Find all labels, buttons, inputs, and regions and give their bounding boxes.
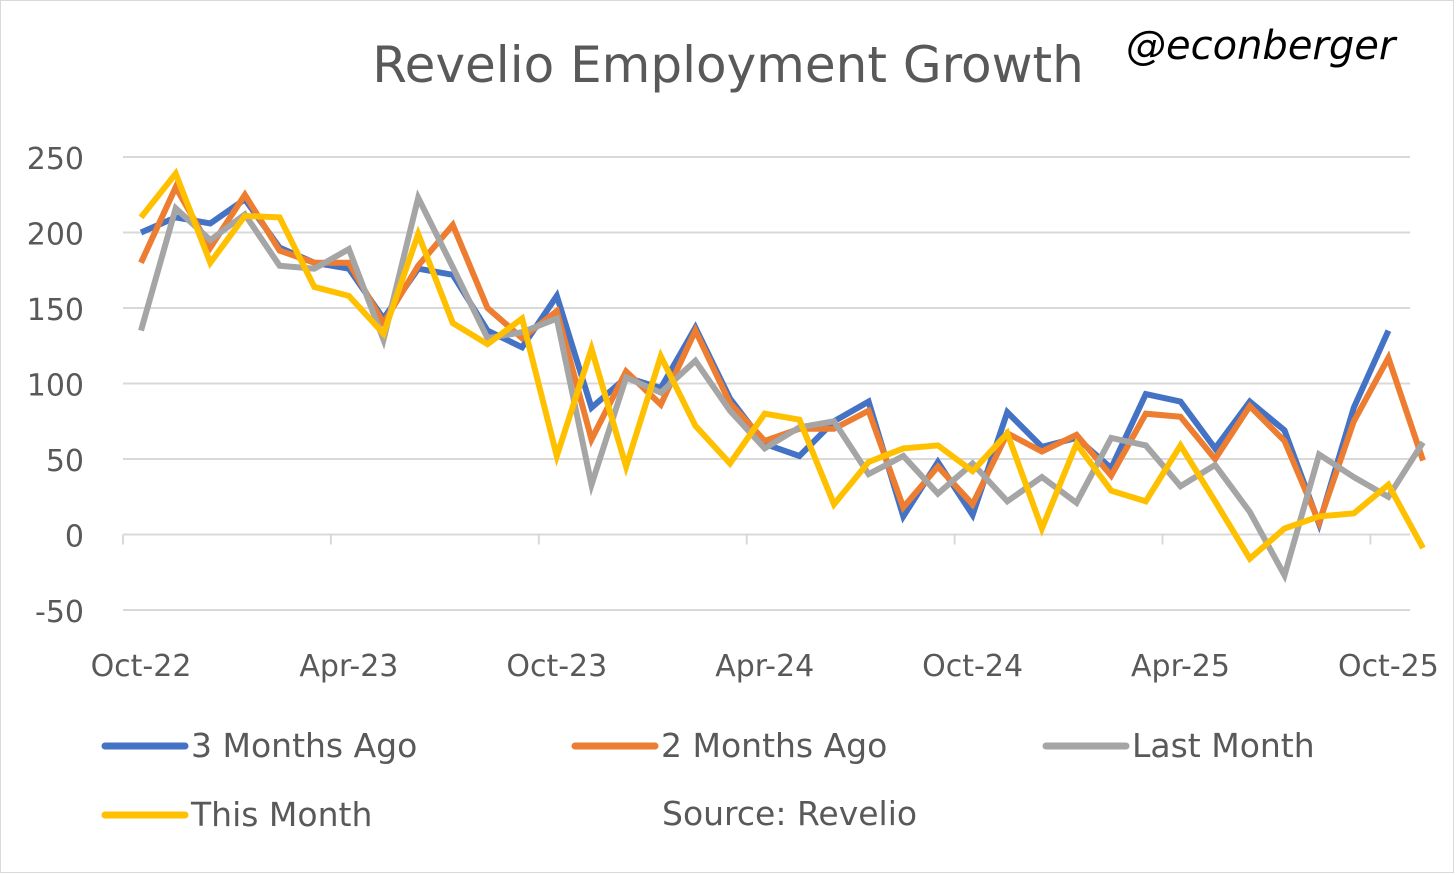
legend-label-last-month: Last Month: [1132, 726, 1315, 765]
series-line-2-months-ago: [138, 180, 1426, 531]
y-tick-label: 200: [27, 218, 84, 253]
x-tick-label: Apr-24: [715, 649, 814, 684]
y-axis: 250 200 150 100 50 0 -50: [27, 142, 84, 630]
y-tick-label: 150: [27, 293, 84, 328]
legend: 3 Months Ago 2 Months Ago Last Month This M…: [101, 726, 1315, 834]
legend-label-3-months-ago: 3 Months Ago: [191, 726, 417, 765]
y-tick-label: 250: [27, 142, 84, 177]
series-line-this-month: [138, 167, 1426, 564]
legend-label-2-months-ago: 2 Months Ago: [661, 726, 887, 765]
legend-label-this-month: This Month: [190, 795, 372, 834]
x-tick-label: Apr-25: [1131, 649, 1230, 684]
x-tick-label: Oct-25: [1338, 649, 1439, 684]
x-axis: Oct-22 Apr-23 Oct-23 Apr-24 Oct-24 Apr-25 Oct-…: [91, 533, 1439, 684]
y-tick-label: 0: [65, 520, 84, 555]
x-tick-label: Oct-22: [91, 649, 192, 684]
y-tick-label: 50: [46, 444, 84, 479]
series-lines: [138, 167, 1426, 584]
y-tick-label: -50: [35, 595, 84, 630]
x-tick-label: Apr-23: [299, 649, 398, 684]
y-tick-label: 100: [27, 369, 84, 404]
chart-title: Revelio Employment Growth: [372, 36, 1084, 94]
series-line-last-month: [138, 189, 1426, 584]
gridlines: [123, 156, 1410, 611]
x-tick-label: Oct-24: [922, 649, 1023, 684]
author-watermark: @econberger: [1126, 23, 1396, 69]
x-tick-label: Oct-23: [506, 649, 607, 684]
source-note: Source: Revelio: [662, 794, 918, 833]
